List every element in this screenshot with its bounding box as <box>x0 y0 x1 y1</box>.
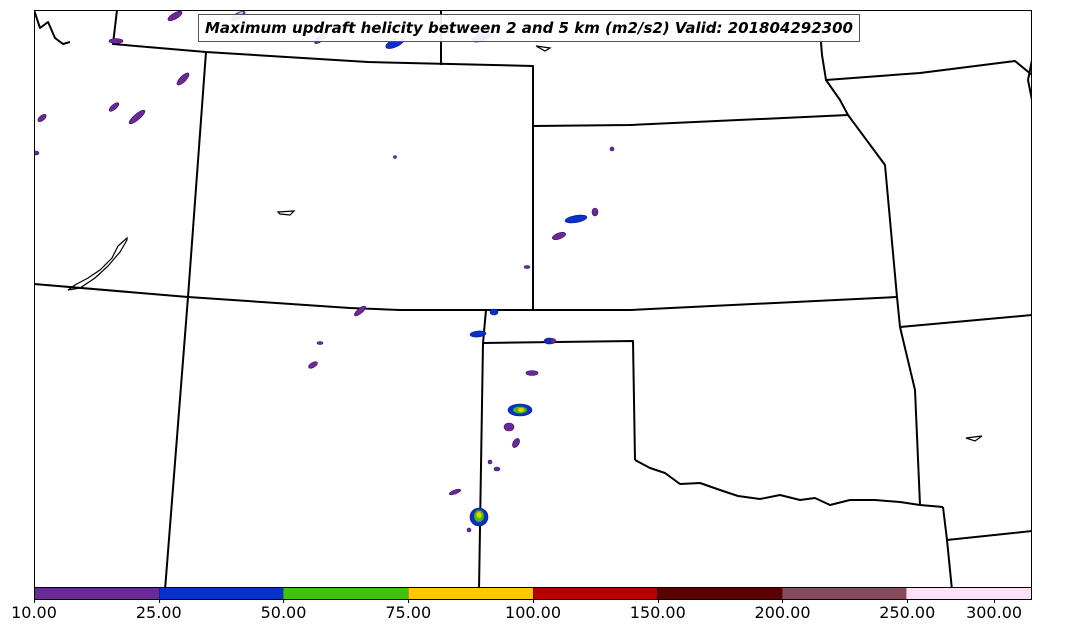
colorbar-tick-label: 75.00 <box>385 599 431 626</box>
colorbar-tick-label: 50.00 <box>261 599 306 626</box>
state-border-mo-west <box>819 29 849 116</box>
colorbar-tick-label: 300.00 <box>966 599 1022 626</box>
colorbar-segment-8 <box>906 588 1031 599</box>
colorbar-tick-label: 25.00 <box>136 599 182 626</box>
state-border-co-west <box>164 51 207 591</box>
map-canvas <box>34 10 1032 591</box>
colorbar-segment-4 <box>407 588 533 599</box>
state-border-ok-panhandle <box>482 340 636 461</box>
state-border-ar-north <box>899 314 1032 328</box>
colorbar-ticks: 10.00 25.00 50.00 75.00 100.00 150.00 20… <box>11 599 1032 630</box>
map-panel <box>34 10 1032 600</box>
helicity-25-50 <box>385 31 588 527</box>
colorbar-segment-1 <box>35 588 159 599</box>
lake-wy <box>276 210 296 216</box>
colorbar-segment-6 <box>657 588 782 599</box>
map-title: Maximum updraft helicity between 2 and 5… <box>198 14 860 42</box>
colorbar-tick-label: 200.00 <box>755 599 810 626</box>
colorbar-segment-3 <box>283 588 408 599</box>
state-border-ks-east <box>847 114 901 328</box>
river-mississippi <box>1027 59 1032 101</box>
state-border-mo-north <box>825 60 1032 81</box>
colorbar-tick-label: 100.00 <box>505 599 561 626</box>
lake-ar <box>965 435 983 442</box>
helicity-10-25 <box>34 10 615 533</box>
state-border-ne-nm-line <box>34 283 898 311</box>
lake-sd <box>535 45 552 52</box>
state-border-la-north <box>946 530 1032 541</box>
state-border-ok-east <box>899 326 921 506</box>
colorbar-segment-2 <box>158 588 284 599</box>
colorbar-segment-5 <box>532 588 658 599</box>
state-boundaries <box>34 10 1032 591</box>
colorbar-tick-label: 10.00 <box>11 599 57 626</box>
colorbar-tick-label: 250.00 <box>879 599 935 626</box>
state-border-nw <box>112 10 534 310</box>
state-border-ks-north <box>532 114 849 127</box>
state-border-ar-tx <box>942 506 953 591</box>
helicity-75-100 <box>476 408 524 518</box>
state-border-nm-east <box>478 309 487 591</box>
state-border-red-river <box>634 459 944 508</box>
coast-northwest <box>34 10 71 45</box>
colorbar-tick-label: 150.00 <box>630 599 686 626</box>
colorbar-segment-7 <box>781 588 907 599</box>
water-bodies <box>67 45 983 442</box>
great-salt-lake <box>67 236 128 291</box>
